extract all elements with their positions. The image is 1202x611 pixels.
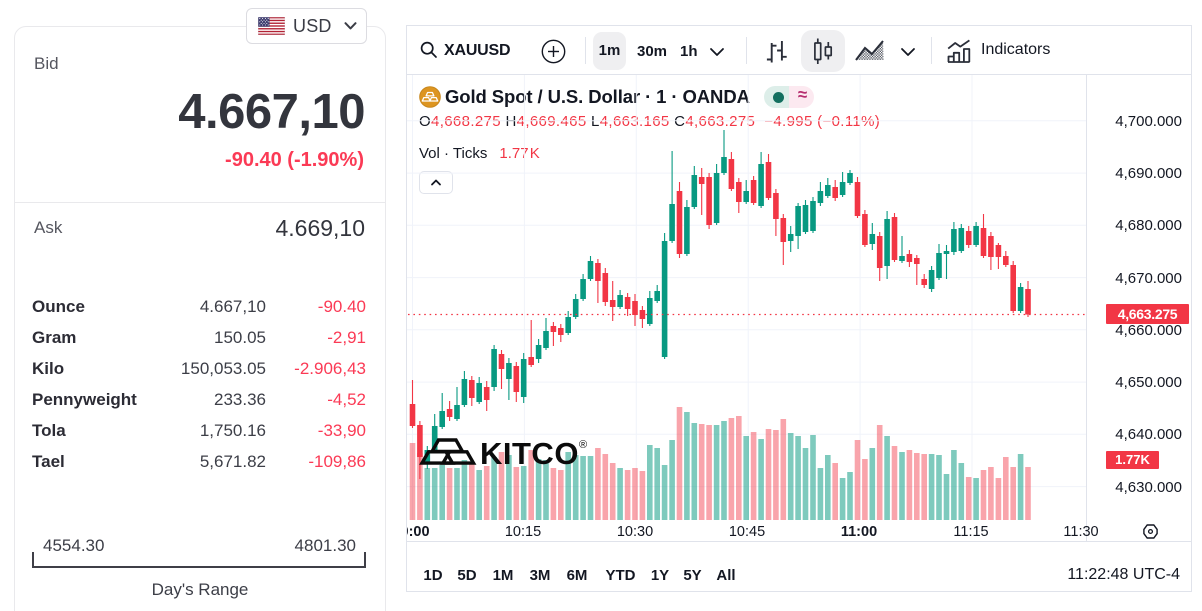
- svg-text:KITCO: KITCO: [480, 436, 579, 471]
- svg-text:®: ®: [579, 439, 587, 451]
